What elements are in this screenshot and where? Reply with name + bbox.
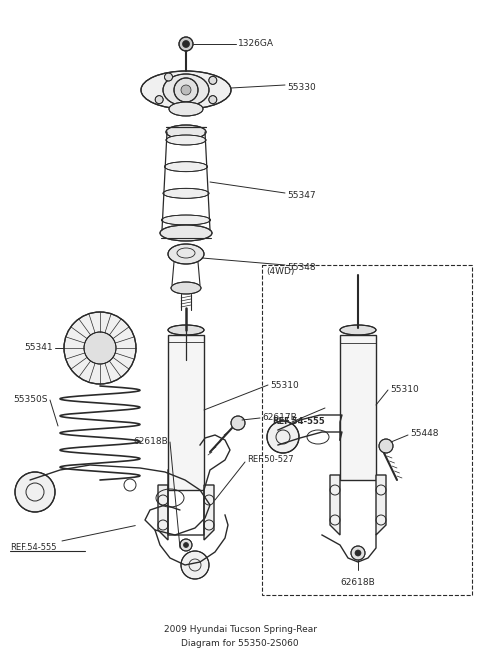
Ellipse shape (168, 325, 204, 335)
Circle shape (231, 416, 245, 430)
Bar (168, 335, 204, 490)
Polygon shape (158, 485, 168, 540)
Circle shape (64, 312, 136, 384)
Text: 1326GA: 1326GA (238, 39, 274, 48)
Text: REF.50-527: REF.50-527 (247, 455, 294, 464)
Ellipse shape (166, 135, 206, 145)
Ellipse shape (160, 225, 212, 241)
Circle shape (84, 332, 116, 364)
Circle shape (15, 472, 55, 512)
Circle shape (155, 96, 163, 103)
Circle shape (209, 77, 217, 84)
Text: 62618B: 62618B (341, 578, 375, 587)
Ellipse shape (169, 102, 203, 116)
Text: 55310: 55310 (270, 381, 299, 390)
Ellipse shape (165, 162, 207, 172)
Ellipse shape (141, 71, 231, 109)
Ellipse shape (163, 74, 209, 106)
Text: 62617B: 62617B (262, 413, 297, 422)
Ellipse shape (168, 244, 204, 264)
Text: Diagram for 55350-2S060: Diagram for 55350-2S060 (181, 639, 299, 648)
Circle shape (209, 96, 217, 103)
Text: REF.54-555: REF.54-555 (10, 525, 135, 552)
Circle shape (267, 421, 299, 453)
Text: 55310: 55310 (390, 386, 419, 394)
Circle shape (355, 550, 361, 556)
Text: 2009 Hyundai Tucson Spring-Rear: 2009 Hyundai Tucson Spring-Rear (164, 626, 316, 635)
Bar (340, 335, 376, 480)
Text: 55330: 55330 (287, 83, 316, 92)
Circle shape (183, 542, 189, 548)
Circle shape (165, 73, 172, 81)
Circle shape (180, 539, 192, 551)
Ellipse shape (161, 215, 211, 225)
Polygon shape (376, 475, 386, 535)
Polygon shape (330, 475, 340, 535)
Text: 62618B: 62618B (133, 438, 168, 447)
Circle shape (181, 551, 209, 579)
Ellipse shape (163, 189, 209, 198)
Text: 55348: 55348 (287, 263, 316, 272)
Text: 55347: 55347 (287, 191, 316, 200)
Text: 55448: 55448 (410, 428, 439, 438)
Ellipse shape (171, 282, 201, 294)
Text: (4WD): (4WD) (266, 267, 294, 276)
Text: 55341: 55341 (24, 343, 53, 352)
Circle shape (179, 37, 193, 51)
Circle shape (379, 439, 393, 453)
Circle shape (181, 85, 191, 95)
Circle shape (351, 546, 365, 560)
Circle shape (174, 78, 198, 102)
Polygon shape (204, 485, 214, 540)
Text: 55350S: 55350S (13, 396, 48, 405)
Circle shape (182, 41, 190, 48)
Ellipse shape (166, 125, 206, 139)
Text: REF.54-555: REF.54-555 (272, 417, 325, 426)
Ellipse shape (340, 325, 376, 335)
